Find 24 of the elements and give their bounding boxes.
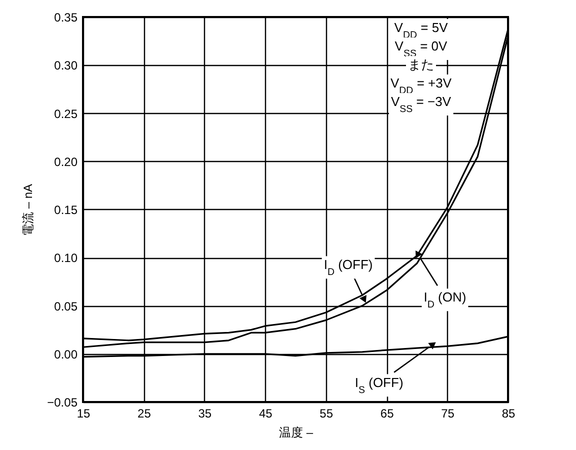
y-tick-label: 0.20 <box>54 154 78 169</box>
annotation: I$_{D}$ (ON) <box>424 290 466 310</box>
x-tick-label: 15 <box>76 406 90 420</box>
x-tick-label: 55 <box>320 406 334 420</box>
annotation: I$_{D}$ (OFF) <box>324 257 373 278</box>
annotation: V$_{SS}$ = −3V <box>391 94 452 114</box>
x-tick-label: 65 <box>380 406 394 420</box>
y-tick-label: 0.10 <box>54 251 78 266</box>
y-tick-label: 0.05 <box>54 299 78 314</box>
x-tick-label: 45 <box>258 406 273 420</box>
y-tick-label: 0.00 <box>54 347 78 362</box>
y-tick-label: 0.15 <box>54 203 78 217</box>
y-tick-label: 0.35 <box>54 10 78 24</box>
x-tick-label: 75 <box>441 406 455 420</box>
y-axis-title: 電流 – nA <box>21 184 36 236</box>
annotation: また <box>408 57 434 72</box>
annotation: I$_{S}$ (OFF) <box>354 375 404 396</box>
x-tick-label: 35 <box>198 406 212 420</box>
y-tick-label: 0.25 <box>54 106 78 121</box>
y-tick-label: −0.05 <box>47 396 78 410</box>
x-tick-label: 25 <box>138 406 152 420</box>
x-axis-title: 温度 – <box>278 426 314 440</box>
y-tick-label: 0.30 <box>54 58 78 73</box>
x-tick-label: 85 <box>502 406 516 420</box>
